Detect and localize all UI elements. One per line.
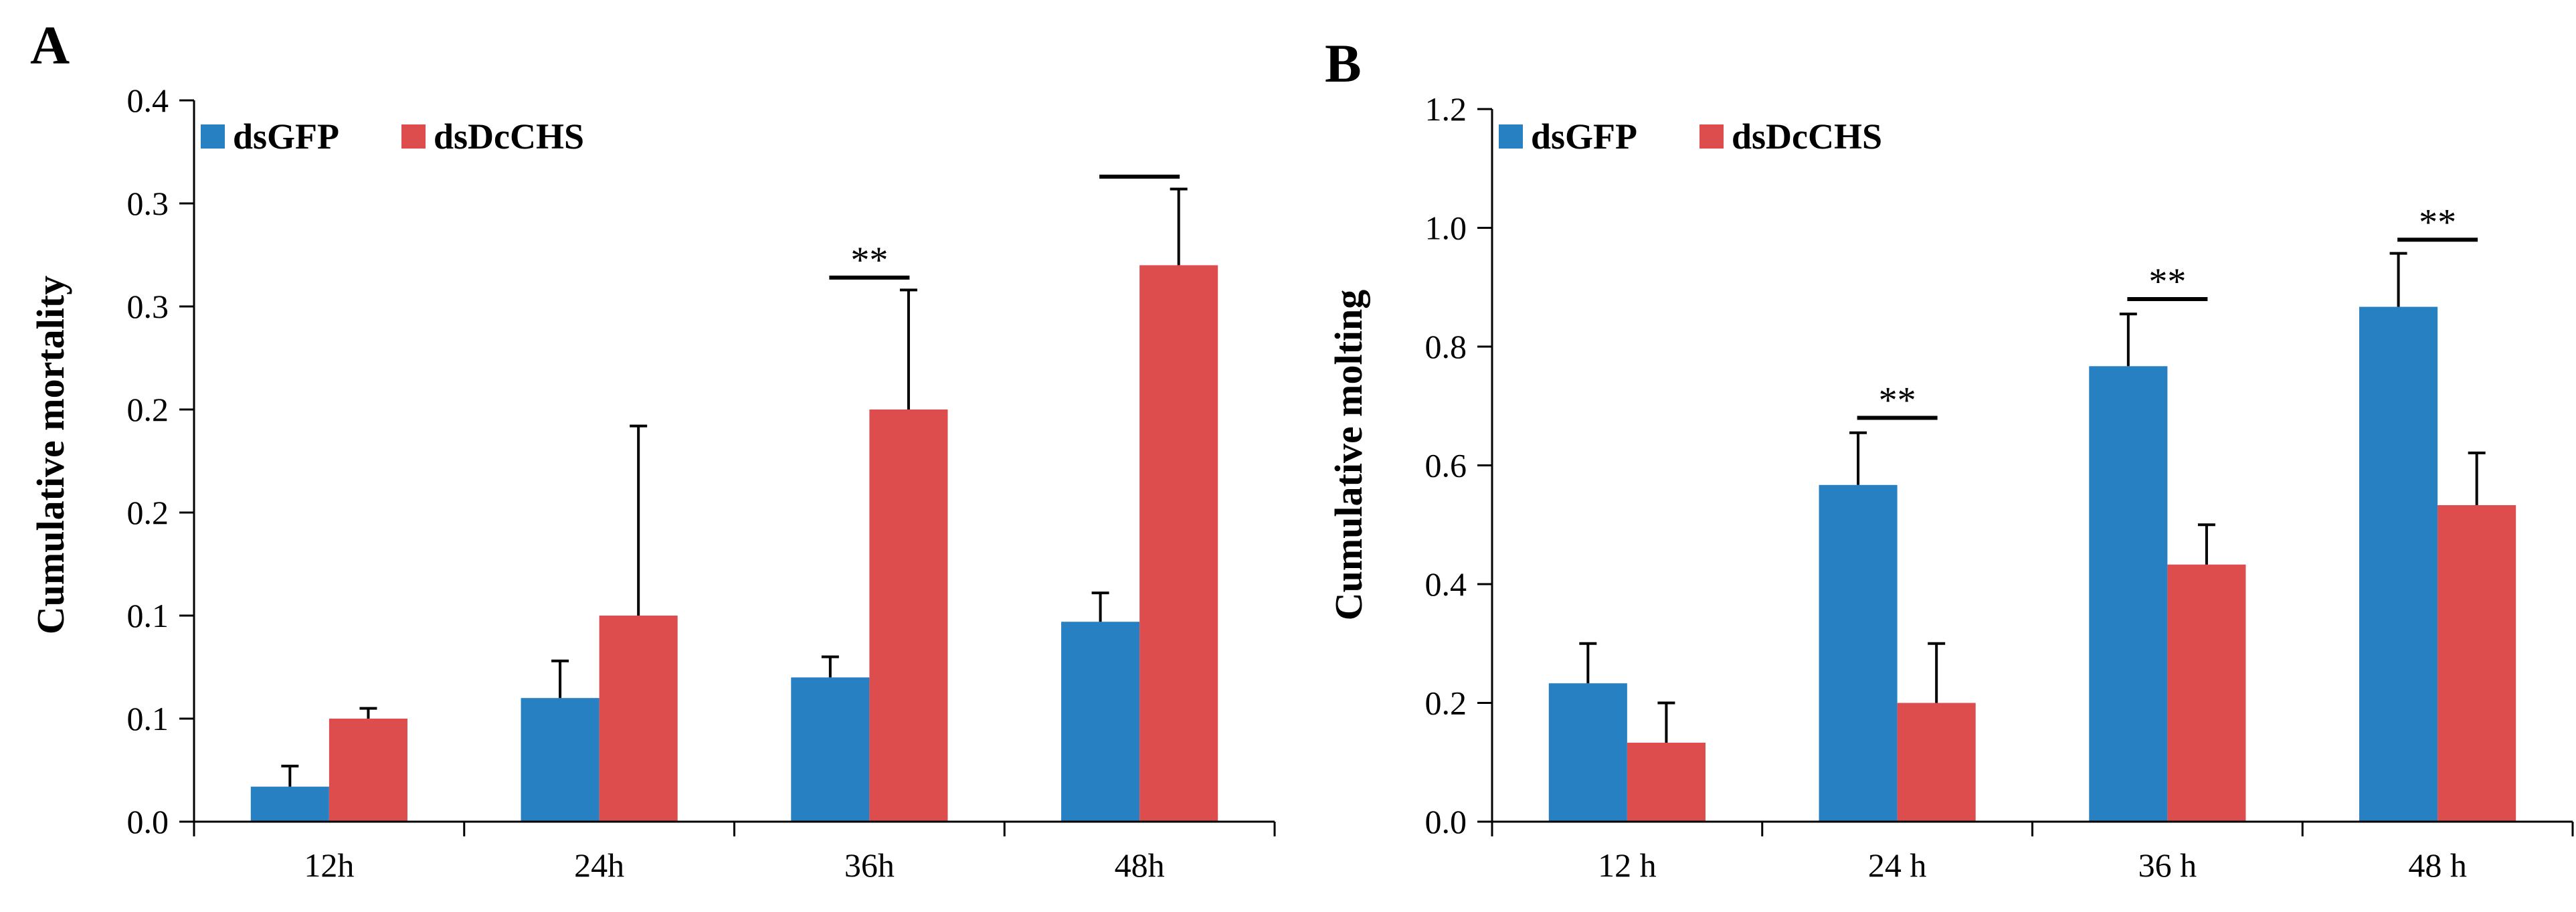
panel-a-x-tick-label-3: 48h: [1115, 846, 1165, 884]
panel-a-legend-swatch-dsdcchs: [401, 124, 426, 149]
panel-b-y-tick-label-5: 1.0: [1425, 209, 1467, 247]
panel-b-y-axis-label: Cumulative molting: [1327, 290, 1370, 621]
panel-a-y-tick-label-6: 0.3: [127, 185, 169, 222]
panel-b-y-tick-label-1: 0.2: [1425, 685, 1467, 722]
panel-b-bar-dsgfp-0: [1548, 683, 1627, 822]
panel-b-y-tick-label-4: 0.8: [1425, 328, 1467, 365]
panel-a-y-tick-label-5: 0.3: [127, 288, 169, 325]
panel-b-bar-dsgfp-1: [1819, 484, 1898, 822]
panel-a-y-tick-label-3: 0.2: [127, 494, 169, 531]
panel-a-bar-dsdcchs-3: [1139, 265, 1218, 822]
panel-b-y-tick-label-2: 0.4: [1425, 565, 1467, 603]
panel-a-y-axis-label: Cumulative mortality: [29, 276, 72, 634]
panel-a-legend-label-dsdcchs: dsDcCHS: [434, 116, 584, 157]
panel-a-y-tick-label-0: 0.0: [127, 803, 169, 840]
panel-b-bar-dsdcchs-0: [1627, 742, 1706, 822]
panel-b-significance-stars-1: **: [2148, 261, 2186, 302]
panel-b-legend-swatch-dsdcchs: [1699, 124, 1724, 149]
panel-a-bar-dsgfp-3: [1061, 622, 1140, 822]
panel-a-letter: A: [30, 15, 70, 76]
panel-b-legend-label-dsgfp: dsGFP: [1531, 116, 1637, 157]
panel-b-bar-dsdcchs-2: [2167, 564, 2246, 822]
panel-b-bar-dsgfp-2: [2089, 366, 2168, 822]
panel-b-legend-swatch-dsgfp: [1499, 124, 1523, 149]
panel-b-bar-dsgfp-3: [2359, 306, 2438, 822]
panel-a-significance-stars-0: **: [850, 240, 888, 281]
panel-b-y-tick-label-6: 1.2: [1425, 90, 1467, 128]
panel-a-bar-dsgfp-0: [250, 786, 329, 822]
panel-a-legend-label-dsgfp: dsGFP: [233, 116, 339, 157]
panel-b-x-tick-label-2: 36 h: [2138, 846, 2197, 884]
panel-b-significance-stars-0: **: [1879, 380, 1916, 422]
panel-a-bar-dsdcchs-0: [329, 719, 407, 822]
panel-a-bar-dsdcchs-1: [599, 616, 678, 822]
panel-b-significance-stars-2: **: [2419, 201, 2456, 243]
panel-b-bar-dsdcchs-3: [2437, 505, 2516, 822]
panel-a-y-tick-label-2: 0.1: [127, 597, 169, 634]
panel-a-x-tick-label-2: 36h: [844, 846, 895, 884]
panel-a-y-tick-label-1: 0.1: [127, 700, 169, 737]
panel-b-x-tick-label-1: 24 h: [1868, 846, 1927, 884]
panel-a-legend-swatch-dsgfp: [201, 124, 225, 149]
panel-a-x-tick-label-0: 12h: [304, 846, 354, 884]
panel-a-x-tick-label-1: 24h: [574, 846, 624, 884]
panel-a-bar-dsgfp-2: [791, 677, 870, 822]
panel-b-x-tick-label-0: 12 h: [1598, 846, 1657, 884]
panel-a-y-tick-label-7: 0.4: [127, 82, 169, 119]
panel-a-y-tick-label-4: 0.2: [127, 391, 169, 428]
panel-a-bar-dsdcchs-2: [869, 409, 948, 822]
panel-b: B ** ** ** 0.0 0.2 0.4 0.6 0.8 1.0 1.2 12 h 24 h 3…: [1325, 33, 2574, 884]
panel-b-x-tick-label-3: 48 h: [2408, 846, 2467, 884]
panel-b-y-tick-label-3: 0.6: [1425, 447, 1467, 484]
panel-b-letter: B: [1325, 33, 1362, 94]
panel-a-bar-dsgfp-1: [521, 698, 600, 822]
panel-b-bar-dsdcchs-1: [1897, 703, 1976, 822]
panel-a: A ** 0.0 0.1 0.1 0.2 0.2 0.3 0.3 0.4 12h 24h 36h 4…: [29, 15, 1276, 884]
panel-b-legend-label-dsdcchs: dsDcCHS: [1732, 116, 1882, 157]
panel-b-y-tick-label-0: 0.0: [1425, 803, 1467, 840]
